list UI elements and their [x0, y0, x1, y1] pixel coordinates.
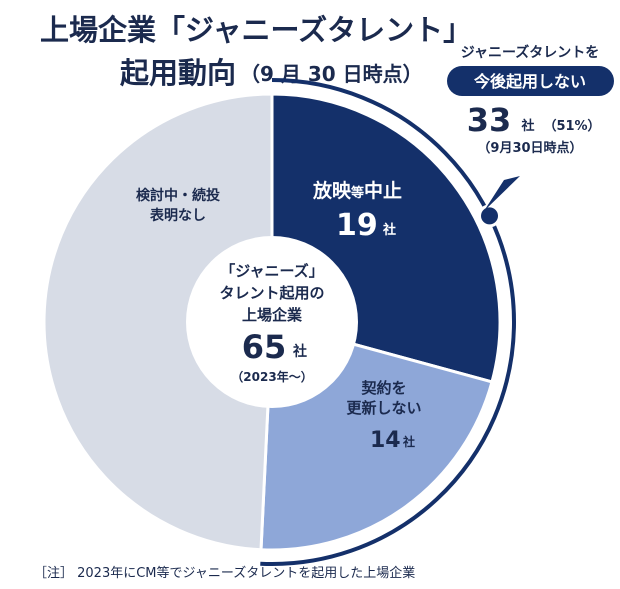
- chart-title-date: （9 月 30 日時点）: [240, 62, 423, 86]
- chart-title-line1: 上場企業「ジャニーズタレント」: [40, 13, 472, 47]
- callout-top: ジャニーズタレントを: [461, 44, 600, 61]
- slice-label-stop: 放映等中止: [312, 179, 402, 202]
- center-total-unit: 社: [292, 343, 307, 360]
- pie-slice-review: [42, 92, 274, 552]
- slice-label-renew-2: 更新しない: [346, 399, 421, 417]
- slice-value-renew: 14: [370, 428, 401, 453]
- slice-unit-stop: 社: [382, 222, 396, 238]
- chart-title-line2: 起用動向: [120, 56, 236, 90]
- callout-count: 33: [467, 101, 512, 139]
- callout-pct: （51%）: [543, 118, 600, 134]
- callout-arc: [260, 78, 516, 566]
- center-line2: タレント起用の: [219, 284, 324, 302]
- callout-date: （9月30日時点）: [477, 140, 582, 156]
- center-line3: 上場企業: [242, 306, 303, 324]
- slice-unit-renew: 社: [402, 434, 415, 449]
- callout-dot: [478, 204, 502, 228]
- center-total: 65: [242, 328, 287, 366]
- slice-label-review-2: 表明なし: [149, 207, 206, 224]
- center-circle: [186, 236, 358, 408]
- footnote: ［注］ 2023年にCM等でジャニーズタレントを起用した上場企業: [34, 565, 415, 581]
- slice-label-renew-1: 契約を: [360, 379, 406, 397]
- slice-label-review-1: 検討中・続投: [136, 187, 220, 204]
- callout-pill-text: 今後起用しない: [473, 72, 586, 91]
- center-line1: 「ジャニーズ」: [220, 262, 324, 280]
- slice-value-stop: 19: [336, 208, 378, 243]
- callout-pill: [447, 66, 614, 96]
- callout-unit: 社: [520, 118, 534, 134]
- callout-pointer: [484, 176, 520, 211]
- center-since: （2023年～）: [231, 369, 312, 384]
